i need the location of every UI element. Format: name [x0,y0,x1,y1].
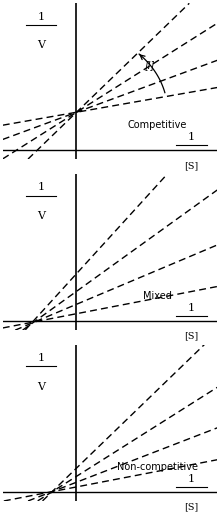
Text: 1: 1 [188,132,195,142]
Text: [I]: [I] [145,60,155,70]
Text: 1: 1 [188,474,195,484]
Text: [S]: [S] [184,503,199,511]
Text: 1: 1 [38,182,45,192]
Text: V: V [37,40,45,50]
Text: 1: 1 [38,353,45,363]
Text: [S]: [S] [184,332,199,341]
Text: Non-competitive: Non-competitive [117,462,198,472]
Text: 1: 1 [188,303,195,313]
Text: 1: 1 [38,11,45,22]
Text: V: V [37,211,45,221]
Text: V: V [37,382,45,392]
Text: Competitive: Competitive [128,120,187,130]
Text: Mixed: Mixed [143,291,172,301]
Text: [S]: [S] [184,161,199,170]
